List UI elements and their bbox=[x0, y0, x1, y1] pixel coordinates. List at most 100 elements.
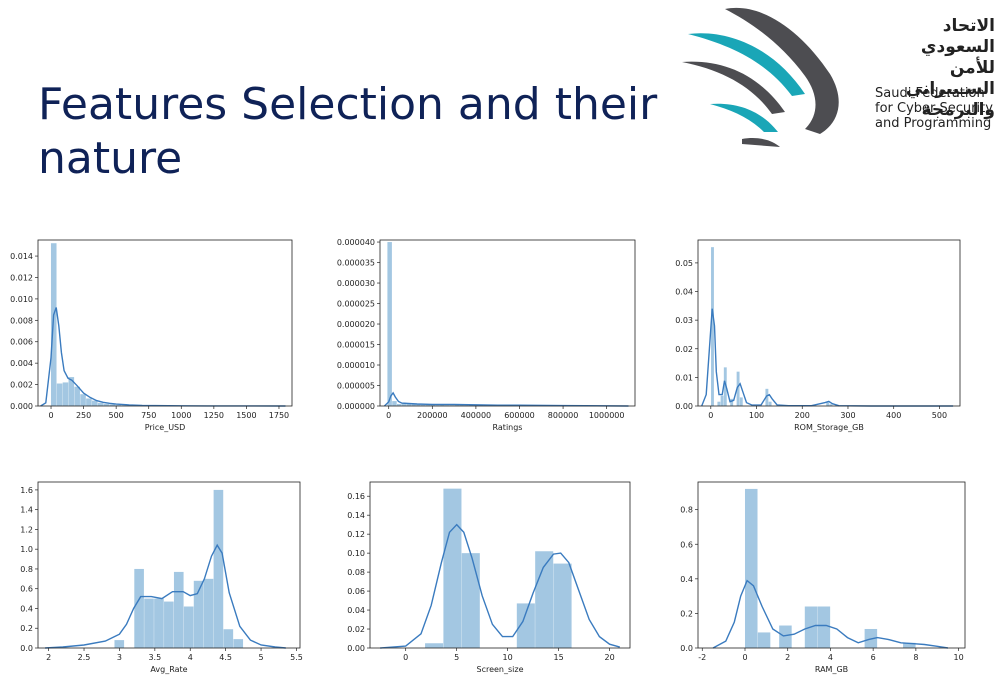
y-tick-label: 0.000000 bbox=[337, 402, 375, 411]
histogram-bar bbox=[717, 402, 720, 406]
histogram-bar bbox=[154, 599, 164, 648]
x-tick-label: 0 bbox=[48, 411, 53, 420]
x-tick-label: 5.5 bbox=[290, 653, 303, 662]
x-axis-label: Ratings bbox=[493, 423, 523, 432]
chart-ram-gb: -2 0 2 4 6 8 10 0.0 0.2 0.4 0.6 0.8 RAM_GB bbox=[660, 472, 970, 682]
y-tick-label: 0.000030 bbox=[337, 279, 375, 288]
y-tick-label: 0.03 bbox=[675, 316, 693, 325]
x-tick-label: 1750 bbox=[269, 411, 289, 420]
slide-title: Features Selection and their nature bbox=[38, 78, 658, 186]
y-tick-label: 0.000020 bbox=[337, 320, 375, 329]
x-tick-label: 10 bbox=[503, 653, 513, 662]
histogram-bar bbox=[224, 629, 234, 648]
y-tick-label: 0.04 bbox=[347, 606, 365, 615]
x-tick-label: 0 bbox=[742, 653, 747, 662]
x-tick-label: 250 bbox=[76, 411, 91, 420]
histogram-bar bbox=[134, 569, 144, 648]
y-tick-label: 0.0 bbox=[680, 644, 693, 653]
histogram-bar bbox=[233, 639, 243, 648]
histogram-bar bbox=[51, 243, 57, 406]
chart-price-usd: 0 250 500 750 1000 1250 1500 1750 0.000 0.002 0.00… bbox=[0, 228, 300, 438]
x-tick-label: 400000 bbox=[461, 411, 492, 420]
x-tick-label: 20 bbox=[605, 653, 615, 662]
histogram-bar bbox=[184, 607, 194, 649]
histogram-bar bbox=[214, 490, 224, 648]
x-axis-label: ROM_Storage_GB bbox=[794, 423, 864, 432]
logo-english-line: Saudi Federation bbox=[875, 86, 1000, 101]
histogram-bar bbox=[745, 489, 758, 648]
y-tick-label: 0.012 bbox=[10, 273, 33, 282]
y-tick-label: 0.2 bbox=[20, 624, 33, 633]
x-tick-label: 2.5 bbox=[78, 653, 91, 662]
y-tick-label: 0.14 bbox=[347, 511, 365, 520]
x-tick-label: 0 bbox=[403, 653, 408, 662]
x-tick-label: 1000 bbox=[171, 411, 191, 420]
y-tick-label: 0.8 bbox=[20, 565, 33, 574]
histogram-bar bbox=[387, 242, 391, 406]
axes-frame bbox=[698, 482, 965, 648]
y-tick-label: 0.002 bbox=[10, 381, 33, 390]
y-tick-label: 0.12 bbox=[347, 530, 365, 539]
x-axis-label: RAM_GB bbox=[815, 665, 848, 674]
y-tick-label: 0.000040 bbox=[337, 238, 375, 247]
histogram-bar bbox=[98, 403, 104, 406]
x-tick-label: 6 bbox=[871, 653, 876, 662]
x-tick-label: 500 bbox=[109, 411, 124, 420]
x-tick-label: 2 bbox=[785, 653, 790, 662]
y-tick-label: 0.014 bbox=[10, 252, 33, 261]
y-tick-label: 0.004 bbox=[10, 359, 33, 368]
x-tick-label: 3 bbox=[117, 653, 122, 662]
x-axis-label: Screen_size bbox=[476, 665, 523, 674]
x-tick-label: 200 bbox=[795, 411, 810, 420]
y-tick-label: 0.05 bbox=[675, 259, 693, 268]
x-axis-label: Price_USD bbox=[145, 423, 186, 432]
x-tick-label: 8 bbox=[913, 653, 918, 662]
y-tick-label: 0.01 bbox=[675, 373, 693, 382]
x-tick-label: 4 bbox=[828, 653, 833, 662]
histogram-bar bbox=[818, 607, 831, 649]
y-tick-label: 0.8 bbox=[680, 506, 693, 515]
histogram-bar bbox=[740, 397, 743, 406]
x-tick-label: 800000 bbox=[548, 411, 579, 420]
histogram-bar bbox=[80, 394, 86, 406]
x-tick-label: 600000 bbox=[504, 411, 535, 420]
x-tick-label: 3.5 bbox=[148, 653, 161, 662]
wing-emblem-icon bbox=[680, 4, 860, 154]
y-tick-label: 0.006 bbox=[10, 338, 33, 347]
x-axis-label: Avg_Rate bbox=[150, 665, 187, 674]
x-tick-label: 1000000 bbox=[589, 411, 625, 420]
y-tick-label: 0.08 bbox=[347, 568, 365, 577]
y-tick-label: 0.00 bbox=[675, 402, 693, 411]
histogram-bar bbox=[554, 564, 572, 648]
y-tick-label: 0.000025 bbox=[337, 300, 375, 309]
y-tick-label: 0.008 bbox=[10, 316, 33, 325]
x-tick-label: 2 bbox=[46, 653, 51, 662]
histogram-bar bbox=[425, 643, 443, 648]
x-tick-label: 100 bbox=[749, 411, 764, 420]
histogram-bar bbox=[114, 640, 124, 648]
histogram-bar bbox=[443, 489, 461, 648]
y-tick-label: 1.2 bbox=[20, 525, 33, 534]
x-tick-label: 5 bbox=[454, 653, 459, 662]
kde-line bbox=[380, 525, 620, 648]
axes-frame bbox=[380, 240, 635, 406]
kde-line bbox=[384, 393, 628, 406]
federation-logo: الاتحاد السعودي للأمن السـيبراني والبرمج… bbox=[680, 4, 1000, 154]
x-tick-label: 0 bbox=[708, 411, 713, 420]
y-tick-label: 0.000005 bbox=[337, 382, 375, 391]
histogram-bar bbox=[392, 401, 396, 406]
y-tick-label: 1.4 bbox=[20, 506, 33, 515]
y-tick-label: 1.0 bbox=[20, 545, 33, 554]
x-tick-label: 4 bbox=[188, 653, 193, 662]
histogram-bar bbox=[462, 553, 480, 648]
chart-svg: 0 100 200 300 400 500 0.00 0.01 0.02 0.03 0.04 0.05… bbox=[660, 228, 970, 438]
logo-english-text: Saudi Federation for Cyber Security and … bbox=[875, 86, 1000, 131]
y-tick-label: 0.000 bbox=[10, 402, 33, 411]
chart-svg: -2 0 2 4 6 8 100.00.20.40.60.8RAM_GB bbox=[660, 472, 970, 682]
chart-rom-storage: 0 100 200 300 400 500 0.00 0.01 0.02 0.03 0.04 0.05… bbox=[660, 228, 970, 438]
logo-english-line: for Cyber Security bbox=[875, 101, 1000, 116]
histogram-bar bbox=[74, 387, 80, 406]
x-tick-label: 4.5 bbox=[219, 653, 232, 662]
x-tick-label: 300 bbox=[840, 411, 855, 420]
y-tick-label: 0.2 bbox=[680, 609, 693, 618]
